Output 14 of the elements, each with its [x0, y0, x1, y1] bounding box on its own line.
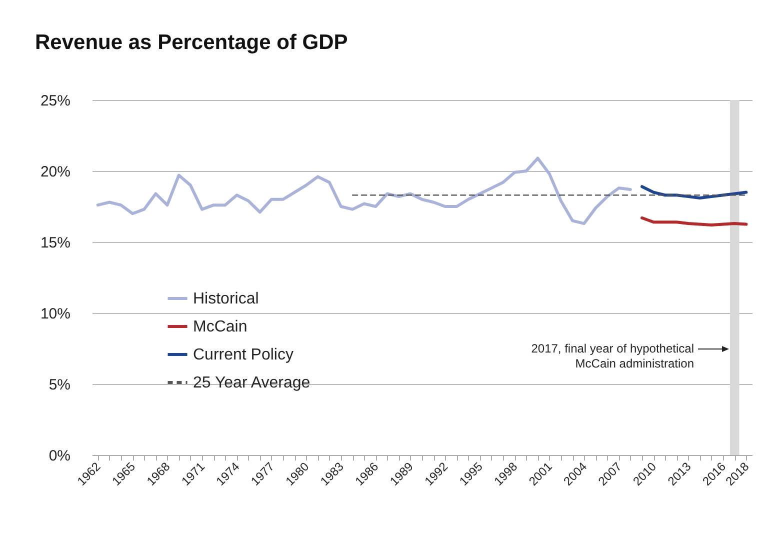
y-tick-label: 5%: [48, 376, 70, 394]
y-tick-label: 20%: [40, 164, 70, 180]
legend-label: Current Policy: [193, 346, 294, 364]
line-series: [96, 156, 632, 226]
legend-label: Historical: [193, 290, 259, 308]
y-tick-label: 15%: [40, 234, 70, 252]
legend-label: McCain: [193, 318, 248, 336]
y-tick-label: 10%: [40, 306, 70, 322]
chart-title: Revenue as Percentage of GDP: [35, 31, 348, 54]
y-tick-label: 0%: [48, 448, 70, 464]
annotation: 2017, final year of hypothetical McCain administration: [531, 342, 694, 370]
y-tick-label: 25%: [40, 92, 70, 110]
legend-label: 25 Year Average: [193, 374, 310, 392]
line-series: [640, 216, 748, 226]
